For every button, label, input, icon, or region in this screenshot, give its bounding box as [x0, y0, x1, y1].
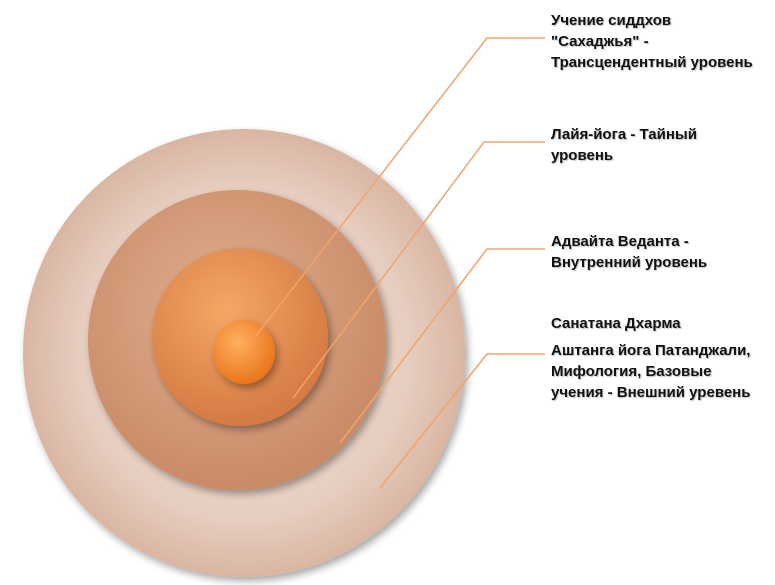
label-line: Санатана Дхарма — [551, 315, 681, 332]
label-line: Лайя-йога - Тайный — [551, 126, 697, 143]
label-line: "Сахаджья" - — [551, 33, 649, 50]
label-outer-level: Аштанга йога Патанджали, Мифология, Базо… — [551, 340, 750, 403]
label-line: уровень — [551, 147, 614, 164]
label-transcendent-level: Учение сиддхов "Сахаджья" - Трансцендент… — [551, 10, 753, 73]
label-line: Мифология, Базовые — [551, 363, 712, 380]
label-line: Аштанга йога Патанджали, — [551, 342, 751, 359]
leader-line-outer — [379, 353, 545, 489]
leader-line-transcendent — [254, 37, 545, 338]
leader-line-secret — [292, 141, 545, 399]
leader-line-inner — [339, 248, 545, 444]
label-line: учения - Внешний уревень — [551, 384, 751, 401]
label-secret-level: Лайя-йога - Тайный уровень — [551, 124, 697, 166]
label-sanatana-dharma: Санатана Дхарма — [551, 313, 681, 334]
center-circle — [213, 320, 275, 384]
label-line: Адвайта Веданта - — [551, 233, 689, 250]
label-line: Внутренний уровень — [551, 254, 708, 271]
label-line: Трансцендентный уровень — [551, 54, 753, 71]
label-line: Учение сиддхов — [551, 12, 672, 29]
label-inner-level: Адвайта Веданта - Внутренний уровень — [551, 231, 707, 273]
